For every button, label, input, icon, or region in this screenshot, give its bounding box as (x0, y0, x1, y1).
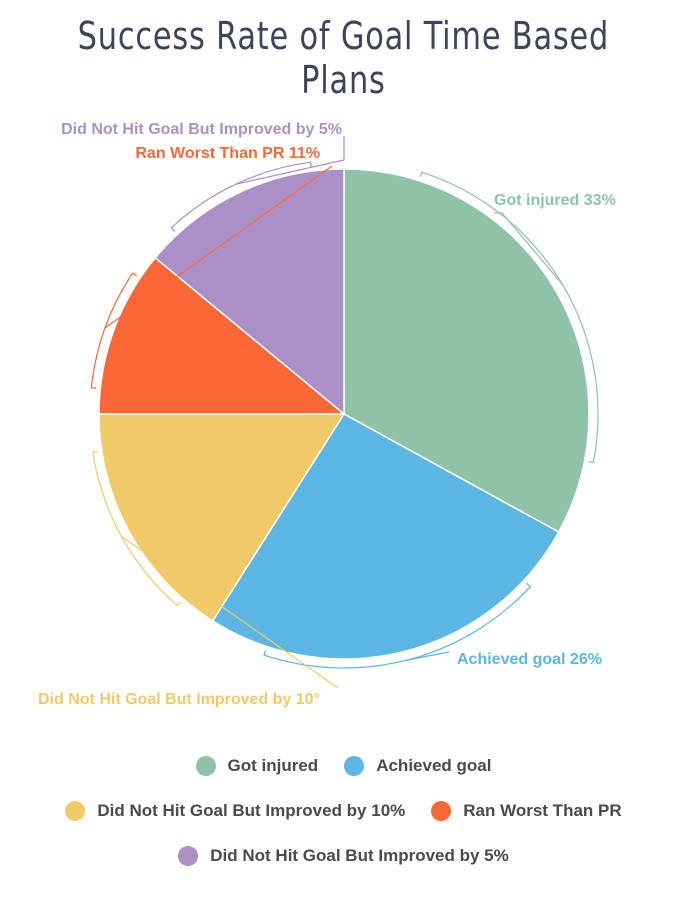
legend-label: Did Not Hit Goal But Improved by 5% (210, 846, 509, 865)
data-label-ran-worst: Ran Worst Than PR 11% (135, 145, 320, 162)
leader-bracket-achieved-goal (263, 582, 532, 669)
legend-swatch (178, 846, 199, 866)
leader-line-got-injured (494, 212, 564, 286)
legend-item-achieved-goal[interactable]: Achieved goal (344, 756, 491, 776)
leader-bracket-improved-10 (92, 450, 181, 607)
legend-item-ran-worst[interactable]: Ran Worst Than PR (431, 801, 622, 821)
data-label-got-injured: Got injured 33% (494, 192, 616, 209)
legend-label: Did Not Hit Goal But Improved by 10% (97, 801, 406, 820)
data-label-improved-5: Did Not Hit Goal But Improved by 5% (61, 121, 342, 138)
legend-swatch (65, 801, 86, 821)
pie-slice-got-injured[interactable] (343, 168, 590, 534)
legend-swatch (195, 756, 216, 776)
chart-title: Success Rate of Goal Time Based Plans (77, 14, 610, 102)
legend-item-improved-5[interactable]: Did Not Hit Goal But Improved by 5% (178, 846, 509, 866)
leader-line-improved-10 (121, 535, 339, 689)
legend-row-2: Did Not Hit Goal But Improved by 10% Ran… (0, 801, 687, 821)
leader-line-improved-5 (235, 136, 345, 185)
data-label-achieved-goal: Achieved goal 26% (457, 651, 602, 668)
legend-row-3: Did Not Hit Goal But Improved by 5% (0, 846, 687, 866)
pie-slice-achieved-goal[interactable] (211, 413, 560, 660)
legend-item-got-injured[interactable]: Got injured (195, 756, 319, 776)
legend-label: Achieved goal (376, 756, 492, 775)
pie-slice-improved-5[interactable] (154, 168, 345, 416)
legend-label: Got injured (227, 756, 319, 775)
legend-item-improved-10[interactable]: Did Not Hit Goal But Improved by 10% (65, 801, 405, 821)
legend-swatch (431, 801, 452, 821)
pie-slice-ran-worst[interactable] (98, 256, 347, 415)
legend-label: Ran Worst Than PR (463, 801, 622, 820)
leader-line-achieved-goal (407, 651, 450, 661)
leader-line-ran-worst (104, 165, 333, 329)
legend-row-1: Got injured Achieved goal (0, 756, 687, 776)
legend-swatch (344, 756, 365, 776)
data-label-improved-10: Did Not Hit Goal But Improved by 10° (38, 691, 320, 708)
pie-slice-improved-10[interactable] (98, 413, 346, 622)
